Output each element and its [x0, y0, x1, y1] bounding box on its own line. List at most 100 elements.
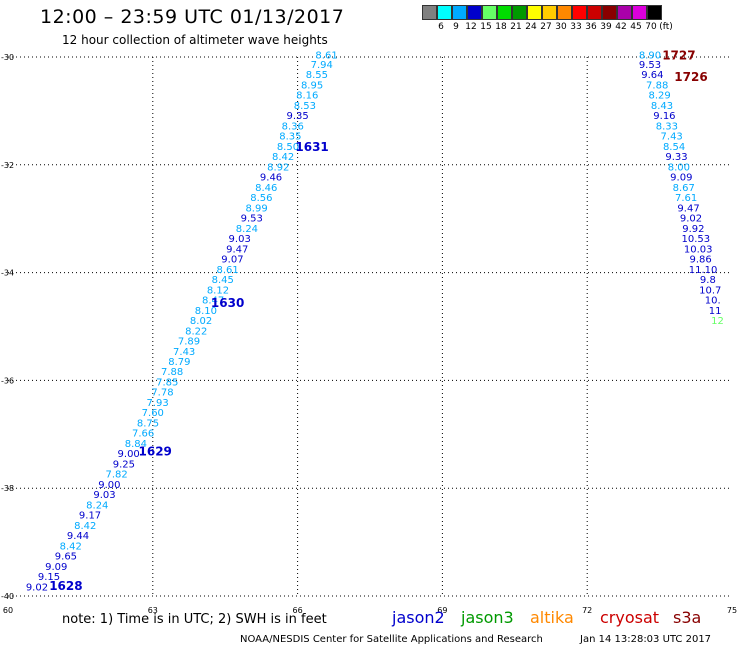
legend-swatch	[482, 5, 497, 20]
wave-height-label: 9.02	[680, 214, 702, 225]
x-tick-label: 75	[727, 606, 737, 615]
wave-height-label: 8.67	[673, 183, 695, 194]
legend-swatch	[467, 5, 482, 20]
legend-swatch	[557, 5, 572, 20]
x-tick-label: 69	[437, 606, 447, 615]
wave-height-label: 9.53	[639, 60, 661, 71]
wave-height-label: 11	[709, 306, 722, 317]
wave-height-label: 8.92	[267, 162, 289, 173]
wave-height-label: 8.02	[190, 316, 212, 327]
pass-time-label: 1727	[662, 48, 695, 62]
y-tick-label: -40	[1, 592, 14, 601]
wave-height-label: 8.16	[296, 91, 318, 102]
wave-height-label: 9.47	[226, 244, 248, 255]
pass-time-label: 1631	[295, 140, 328, 154]
legend-swatch	[647, 5, 662, 20]
wave-height-label: 9.92	[682, 224, 704, 235]
wave-height-label: 8.99	[245, 203, 267, 214]
legend-label: 27	[540, 22, 552, 32]
legend-label: 33	[570, 22, 582, 32]
wave-height-label: 9.16	[653, 111, 675, 122]
wave-height-label: 7.60	[142, 408, 164, 419]
wave-height-label: 12	[711, 316, 724, 327]
wave-height-label: 7.43	[173, 347, 195, 358]
wave-height-label: 9.17	[79, 511, 101, 522]
wave-height-label: 9.53	[241, 214, 263, 225]
legend-label: 30	[555, 22, 567, 32]
wave-height-label: 9.25	[113, 459, 135, 470]
wave-height-label: 7.78	[151, 388, 173, 399]
wave-height-label: 9.09	[45, 562, 67, 573]
wave-height-label: 7.61	[675, 193, 697, 204]
legend-label: 24	[525, 22, 537, 32]
wave-height-label: 9.8	[700, 275, 716, 286]
wave-height-label: 8.24	[236, 224, 258, 235]
legend-swatch	[437, 5, 452, 20]
wave-height-label: 8.95	[301, 80, 323, 91]
chart-subtitle: 12 hour collection of altimeter wave hei…	[62, 33, 328, 47]
wave-height-label: 8.42	[272, 152, 294, 163]
wave-height-label: 9.03	[93, 490, 115, 501]
wave-height-label: 9.33	[665, 152, 687, 163]
wave-height-label: 11.10	[689, 265, 718, 276]
legend-swatch	[527, 5, 542, 20]
wave-height-label: 8.61	[315, 50, 337, 61]
pass-time-label: 1629	[139, 444, 172, 458]
wave-height-label: 8.43	[651, 101, 673, 112]
y-tick-label: -34	[1, 269, 14, 278]
wave-height-label: 7.88	[161, 367, 183, 378]
timestamp-text: Jan 14 13:28:03 UTC 2017	[580, 634, 712, 645]
wave-height-label: 7.89	[178, 337, 200, 348]
satellite-cryosat: cryosat	[600, 608, 660, 627]
wave-height-label: 9.00	[98, 480, 120, 491]
wave-height-label: 9.00	[118, 449, 140, 460]
wave-height-label: 8.56	[250, 193, 272, 204]
wave-height-label: 8.35	[279, 132, 301, 143]
wave-height-label: 8.75	[137, 418, 159, 429]
legend-label: 6	[438, 22, 444, 32]
wave-height-label: 9.65	[55, 552, 77, 563]
wave-height-label: 9.09	[670, 173, 692, 184]
wave-height-label: 8.00	[668, 162, 690, 173]
wave-height-label: 9.15	[38, 572, 60, 583]
legend-label: 70	[645, 22, 657, 32]
wave-height-label: 8.36	[282, 121, 304, 132]
satellite-s3a: s3a	[673, 608, 702, 627]
x-tick-label: 66	[293, 606, 303, 615]
wave-height-label: 7.66	[132, 429, 154, 440]
wave-height-label: 8.42	[74, 521, 96, 532]
wave-height-label: 8.61	[216, 265, 238, 276]
wave-height-label: 7.85	[156, 377, 178, 388]
legend-swatch	[602, 5, 617, 20]
wave-height-label: 8.90	[639, 50, 661, 61]
y-tick-label: -32	[1, 161, 14, 170]
x-tick-label: 60	[3, 606, 13, 615]
wave-height-label: 7.94	[311, 60, 333, 71]
wave-height-label: 7.82	[105, 470, 127, 481]
wave-height-label: 9.07	[221, 255, 243, 266]
chart-title: 12:00 – 23:59 UTC 01/13/2017	[40, 6, 345, 28]
pass-time-label: 1630	[211, 296, 244, 310]
wave-height-label: 8.47	[202, 296, 224, 307]
legend-swatch	[632, 5, 647, 20]
wave-height-label: 7.43	[661, 132, 683, 143]
legend-label: 15	[480, 22, 492, 32]
wave-height-label: 8.84	[125, 439, 147, 450]
pass-time-label: 1628	[49, 579, 82, 593]
wave-height-label: 7.93	[146, 398, 168, 409]
footer-note: note: 1) Time is in UTC; 2) SWH is in fe…	[62, 612, 327, 627]
legend-label: 18	[495, 22, 507, 32]
wave-height-label: 10.	[705, 296, 721, 307]
wave-height-label: 9.03	[229, 234, 251, 245]
wave-height-label: 8.54	[663, 142, 685, 153]
legend-swatch	[572, 5, 587, 20]
wave-height-label: 9.35	[286, 111, 308, 122]
satellite-altika: altika	[530, 608, 574, 627]
wave-height-label: 8.53	[294, 101, 316, 112]
wave-height-label: 9.02	[26, 582, 48, 593]
legend-swatch	[497, 5, 512, 20]
wave-height-label: 8.79	[168, 357, 190, 368]
wave-height-label: 8.10	[195, 306, 217, 317]
